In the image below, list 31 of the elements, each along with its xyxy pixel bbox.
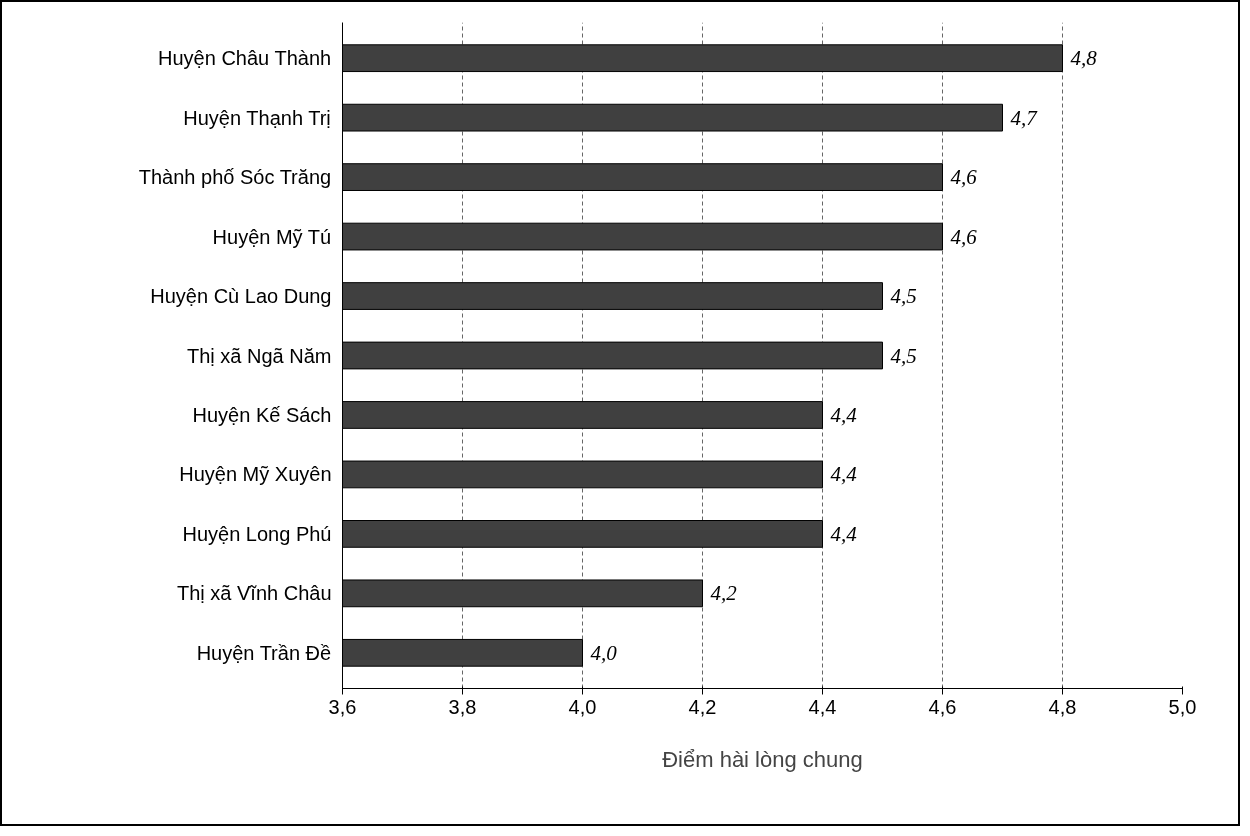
data-label: 4,2 (710, 581, 738, 606)
x-tick-label: 4,2 (688, 695, 717, 718)
data-label: 4,5 (890, 343, 917, 368)
x-tick-label: 4,0 (568, 695, 597, 718)
y-tick-label: Huyện Mỹ Xuyên (179, 463, 332, 486)
y-tick-label: Thị xã Vĩnh Châu (176, 582, 332, 605)
data-label: 4,8 (1070, 46, 1098, 71)
data-label: 4,4 (830, 462, 858, 487)
y-tick-label: Huyện Long Phú (182, 522, 332, 545)
x-axis-title: Điểm hài lòng chung (662, 746, 863, 772)
x-tick-label: 4,4 (808, 695, 837, 718)
y-tick-label: Huyện Kế Sách (192, 403, 332, 426)
data-label: 4,0 (590, 640, 618, 665)
y-tick-label: Huyện Trần Đề (196, 641, 332, 664)
y-tick-label: Huyện Mỹ Tú (212, 225, 332, 248)
x-tick-label: 4,6 (928, 695, 957, 718)
x-tick-label: 3,8 (448, 695, 477, 718)
data-label: 4,5 (890, 284, 917, 309)
data-label: 4,4 (830, 521, 858, 546)
x-tick-label: 5,0 (1168, 695, 1197, 718)
x-tick-label: 3,6 (328, 695, 357, 718)
y-tick-label: Huyện Cù Lao Dung (150, 285, 332, 308)
y-tick-label: Thị xã Ngã Năm (187, 344, 332, 367)
y-tick-label: Huyện Thạnh Trị (183, 106, 331, 129)
data-label: 4,4 (830, 402, 858, 427)
y-tick-label: Huyện Châu Thành (158, 47, 332, 70)
data-label: 4,6 (950, 165, 978, 190)
data-label: 4,7 (1010, 105, 1039, 130)
x-tick-label: 4,8 (1048, 695, 1077, 718)
y-tick-label: Thành phố Sóc Trăng (138, 166, 332, 189)
data-label: 4,6 (950, 224, 978, 249)
